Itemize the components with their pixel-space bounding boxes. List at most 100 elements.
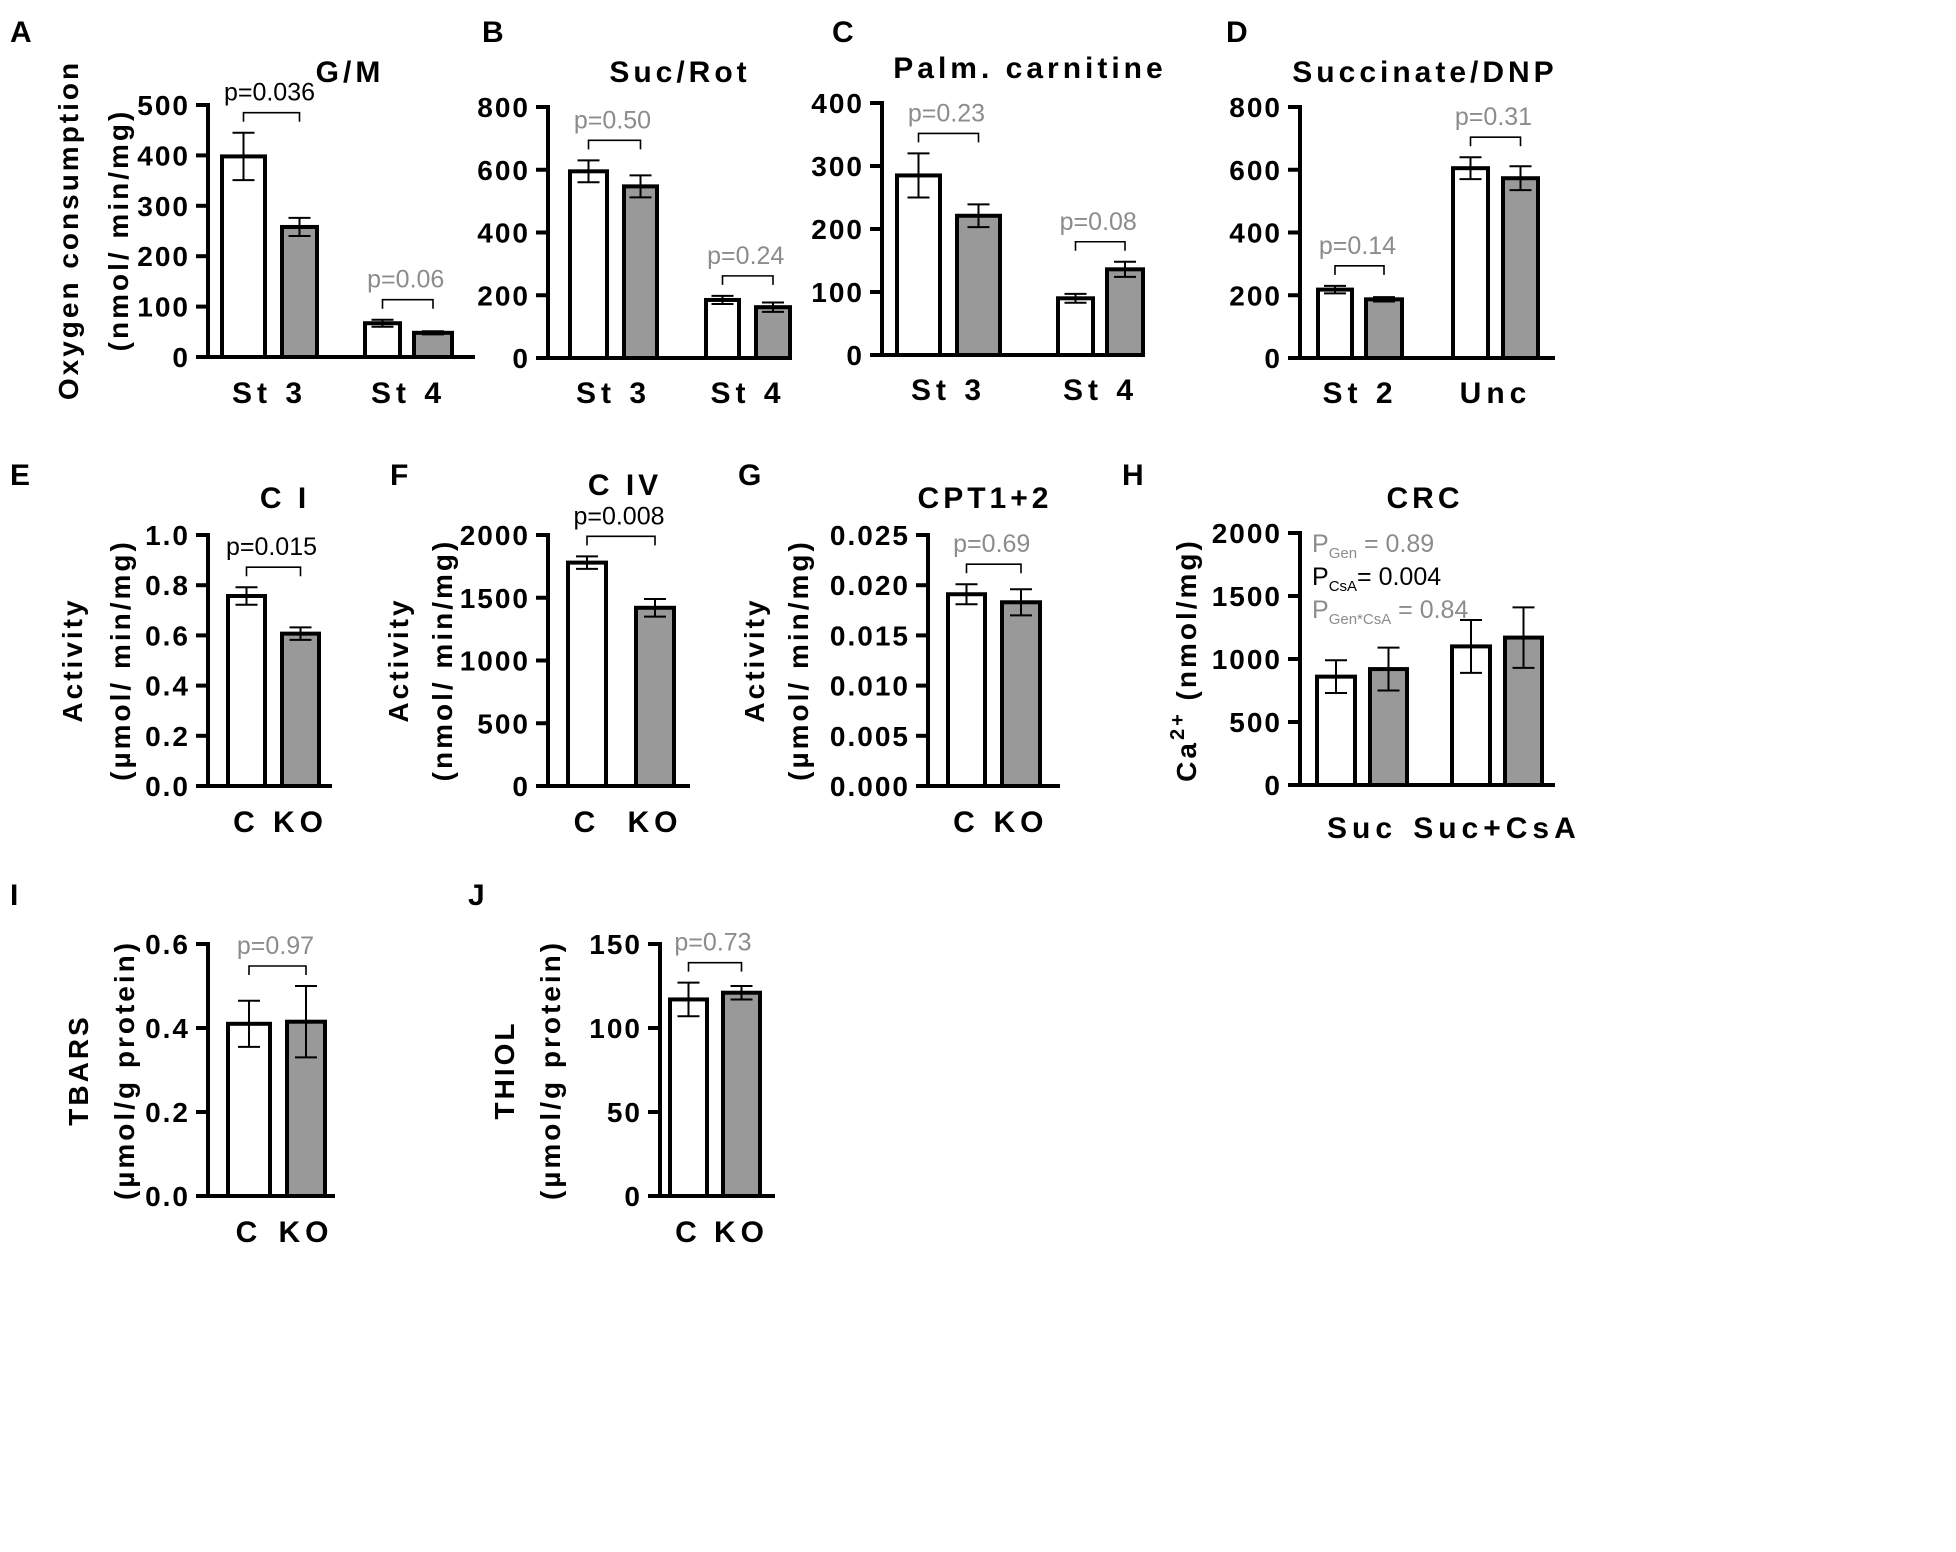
bar-ko-2 xyxy=(1501,176,1540,360)
stat-value: = 0.84 xyxy=(1391,596,1468,624)
bar-ko-2 xyxy=(754,305,792,360)
stat-p: P xyxy=(1312,563,1329,591)
p-value-label: p=0.50 xyxy=(574,106,651,134)
y-tick-label: 0 xyxy=(1264,770,1282,801)
y-tick-label: 150 xyxy=(589,929,642,960)
stat-p: P xyxy=(1312,596,1329,624)
significance-bracket xyxy=(687,961,743,972)
y-tick-label: 0.4 xyxy=(145,671,190,702)
y-tick-label: 100 xyxy=(137,292,190,323)
y-tick-label: 0.010 xyxy=(830,671,910,702)
y-tick-label: 50 xyxy=(607,1097,642,1128)
y-tick-label: 0.025 xyxy=(830,520,910,551)
x-category-label: C xyxy=(675,1216,702,1249)
y-tick-label: 0 xyxy=(512,343,530,374)
significance-bracket xyxy=(242,111,301,122)
y-tick-label: 0 xyxy=(512,771,530,802)
y-axis-unit-label: (nmol/ min/mg) xyxy=(427,539,458,782)
y-tick-label: 800 xyxy=(477,92,530,123)
y-tick-label: 0.0 xyxy=(145,771,190,802)
y-tick-label: 300 xyxy=(811,151,864,182)
stat-sub: Gen*CsA xyxy=(1329,611,1392,628)
y-axis-unit-label: (µmol/g protein) xyxy=(109,940,140,1200)
y-tick-label: 300 xyxy=(137,191,190,222)
panel-letter: J xyxy=(468,879,485,912)
chart-title: C I xyxy=(260,482,310,515)
anova-stat-label: PCsA= 0.004 xyxy=(1312,563,1441,595)
y-tick-label: 0 xyxy=(172,342,190,373)
bar-ko-2 xyxy=(1105,267,1145,358)
y-tick-label: 500 xyxy=(477,708,530,739)
y-tick-label: 400 xyxy=(477,218,530,249)
x-category-label: C xyxy=(953,806,980,839)
y-axis-unit-label: (µmol/g protein) xyxy=(535,940,566,1200)
p-value-label: p=0.69 xyxy=(953,530,1030,558)
y-tick-label: 0.6 xyxy=(145,929,190,960)
x-category-label: Suc xyxy=(1327,812,1397,845)
significance-bracket xyxy=(1334,265,1385,275)
y-tick-label: 0.2 xyxy=(145,721,190,752)
panel-letter: H xyxy=(1122,459,1144,492)
y-axis-unit-label: (nmol/ min/mg) xyxy=(103,109,134,352)
x-category-label: KO xyxy=(714,1216,769,1249)
y-tick-label: 2000 xyxy=(460,520,530,551)
y-tick-label: 1500 xyxy=(1212,581,1282,612)
significance-bracket xyxy=(586,535,656,546)
significance-bracket xyxy=(248,965,307,975)
panel-letter: F xyxy=(390,459,408,492)
y-tick-label: 600 xyxy=(477,155,530,186)
stat-p: P xyxy=(1312,530,1329,558)
anova-stat-label: PGen*CsA = 0.84 xyxy=(1312,596,1468,628)
panel-c: C Palm. carnitine 0 100 200 300 400 St 3 St 4 p=0… xyxy=(811,16,1166,407)
bar-c-1 xyxy=(895,173,942,357)
panel-letter: I xyxy=(10,879,18,912)
p-value-label: p=0.015 xyxy=(226,533,317,561)
y-tick-label: 0.6 xyxy=(145,620,190,651)
p-value-label: p=0.008 xyxy=(573,502,664,530)
bar-c-2 xyxy=(1451,166,1490,360)
x-category-label: St 4 xyxy=(371,377,446,410)
bar-ko-2 xyxy=(412,330,454,360)
x-category-label: KO xyxy=(628,806,683,839)
bar-c-1 xyxy=(1316,287,1354,361)
significance-bracket xyxy=(1074,240,1126,251)
y-tick-label: 0 xyxy=(846,340,864,371)
panel-letter: B xyxy=(482,16,504,49)
y-axis-label-sup: 2+ xyxy=(1167,711,1189,740)
chart-title: Palm. carnitine xyxy=(893,52,1166,85)
y-tick-label: 500 xyxy=(137,90,190,121)
stat-sub: Gen xyxy=(1329,545,1357,562)
significance-bracket xyxy=(1469,136,1522,147)
y-axis-label: Activity xyxy=(739,597,770,722)
y-tick-label: 400 xyxy=(137,140,190,171)
y-tick-label: 0 xyxy=(624,1181,642,1212)
y-tick-label: 200 xyxy=(477,280,530,311)
p-value-label: p=0.06 xyxy=(367,266,444,294)
x-category-label: St 2 xyxy=(1322,377,1397,410)
panel-i: I 0.0 0.2 0.4 0.6 TBARS (µmol/g protein) C KO p=0… xyxy=(10,879,335,1249)
stat-sub: CsA xyxy=(1329,578,1357,595)
stat-value: = 0.89 xyxy=(1357,530,1434,558)
y-axis-label: TBARS xyxy=(63,1014,94,1125)
chart-title: CPT1+2 xyxy=(918,482,1053,515)
y-tick-label: 0.0 xyxy=(145,1181,190,1212)
x-category-label: St 3 xyxy=(232,377,307,410)
significance-bracket xyxy=(381,298,434,309)
bar-c-2 xyxy=(1056,296,1095,357)
panel-h: H CRC 0 500 1000 1500 2000 Ca2+ (nmol/mg) Suc Suc… xyxy=(1122,459,1576,845)
y-tick-label: 0.020 xyxy=(830,570,910,601)
panel-b: B Suc/Rot 0 200 400 600 800 St 3 St 4 p=0.50 p=0.2… xyxy=(477,16,792,410)
y-axis-label: Ca2+ (nmol/mg) xyxy=(1167,538,1202,782)
chart-title: Succinate/DNP xyxy=(1292,56,1557,89)
x-category-label: C xyxy=(574,806,601,839)
y-tick-label: 0.8 xyxy=(145,570,190,601)
y-tick-label: 200 xyxy=(137,241,190,272)
y-axis-unit-label: (µmol/ min/mg) xyxy=(105,539,136,781)
anova-stat-label: PGen = 0.89 xyxy=(1312,530,1434,562)
y-tick-label: 800 xyxy=(1229,92,1282,123)
x-category-label: St 3 xyxy=(911,374,986,407)
x-category-label: KO xyxy=(273,806,328,839)
p-value-label: p=0.97 xyxy=(237,932,314,960)
bar-c xyxy=(226,593,267,788)
y-tick-label: 400 xyxy=(811,88,864,119)
